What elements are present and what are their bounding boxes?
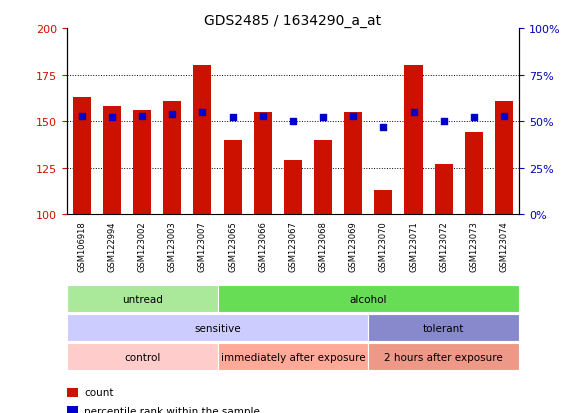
- Point: [168, 111, 177, 118]
- Bar: [344, 112, 362, 215]
- Point: [228, 115, 237, 121]
- Text: percentile rank within the sample: percentile rank within the sample: [84, 406, 260, 413]
- Text: alcohol: alcohol: [350, 294, 387, 304]
- Bar: [465, 133, 483, 215]
- Bar: [368, 314, 519, 342]
- Text: untread: untread: [122, 294, 162, 304]
- Point: [288, 119, 298, 125]
- Text: count: count: [84, 387, 114, 397]
- Bar: [193, 66, 212, 215]
- Bar: [495, 101, 513, 215]
- Bar: [434, 164, 453, 215]
- Bar: [67, 406, 78, 413]
- Bar: [404, 66, 423, 215]
- Bar: [218, 343, 368, 370]
- Bar: [67, 343, 218, 370]
- Bar: [103, 107, 121, 215]
- Bar: [223, 140, 242, 215]
- Bar: [218, 285, 519, 313]
- Text: sensitive: sensitive: [194, 323, 241, 333]
- Bar: [253, 112, 272, 215]
- Text: 2 hours after exposure: 2 hours after exposure: [385, 352, 503, 362]
- Point: [77, 113, 86, 119]
- Point: [409, 109, 418, 116]
- Point: [349, 113, 358, 119]
- Bar: [284, 161, 302, 215]
- Text: tolerant: tolerant: [423, 323, 465, 333]
- Bar: [133, 111, 151, 215]
- Bar: [67, 314, 368, 342]
- Point: [107, 115, 117, 121]
- Bar: [72, 97, 91, 215]
- Bar: [314, 140, 332, 215]
- Point: [469, 115, 478, 121]
- Point: [198, 109, 207, 116]
- Point: [318, 115, 328, 121]
- Bar: [67, 285, 218, 313]
- Point: [439, 119, 448, 125]
- Bar: [163, 101, 182, 215]
- Text: control: control: [124, 352, 160, 362]
- Bar: [374, 191, 393, 215]
- Bar: [368, 343, 519, 370]
- Title: GDS2485 / 1634290_a_at: GDS2485 / 1634290_a_at: [204, 14, 382, 28]
- Point: [499, 113, 509, 119]
- Bar: [67, 388, 78, 397]
- Point: [258, 113, 267, 119]
- Text: immediately after exposure: immediately after exposure: [220, 352, 365, 362]
- Point: [379, 124, 388, 131]
- Point: [137, 113, 147, 119]
